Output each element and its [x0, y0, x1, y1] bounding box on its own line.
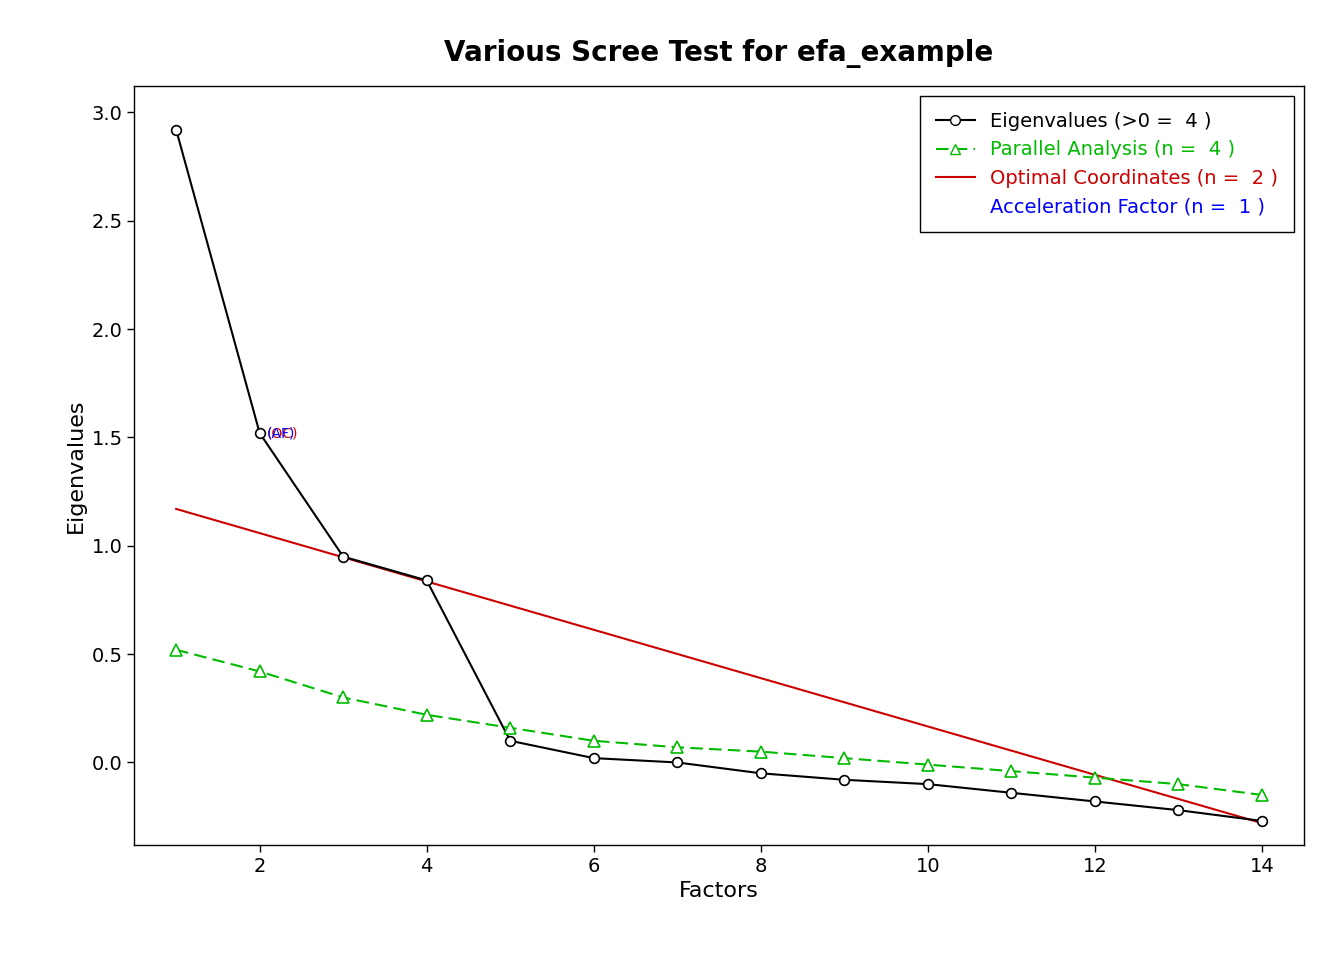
Text: (AF): (AF)	[266, 426, 294, 440]
X-axis label: Factors: Factors	[679, 881, 759, 901]
Title: Various Scree Test for efa_example: Various Scree Test for efa_example	[445, 39, 993, 68]
Legend: Eigenvalues (>0 =  4 ), Parallel Analysis (n =  4 ), Optimal Coordinates (n =  2: Eigenvalues (>0 = 4 ), Parallel Analysis…	[921, 96, 1294, 232]
Text: (OC): (OC)	[266, 426, 298, 440]
Y-axis label: Eigenvalues: Eigenvalues	[66, 398, 86, 533]
